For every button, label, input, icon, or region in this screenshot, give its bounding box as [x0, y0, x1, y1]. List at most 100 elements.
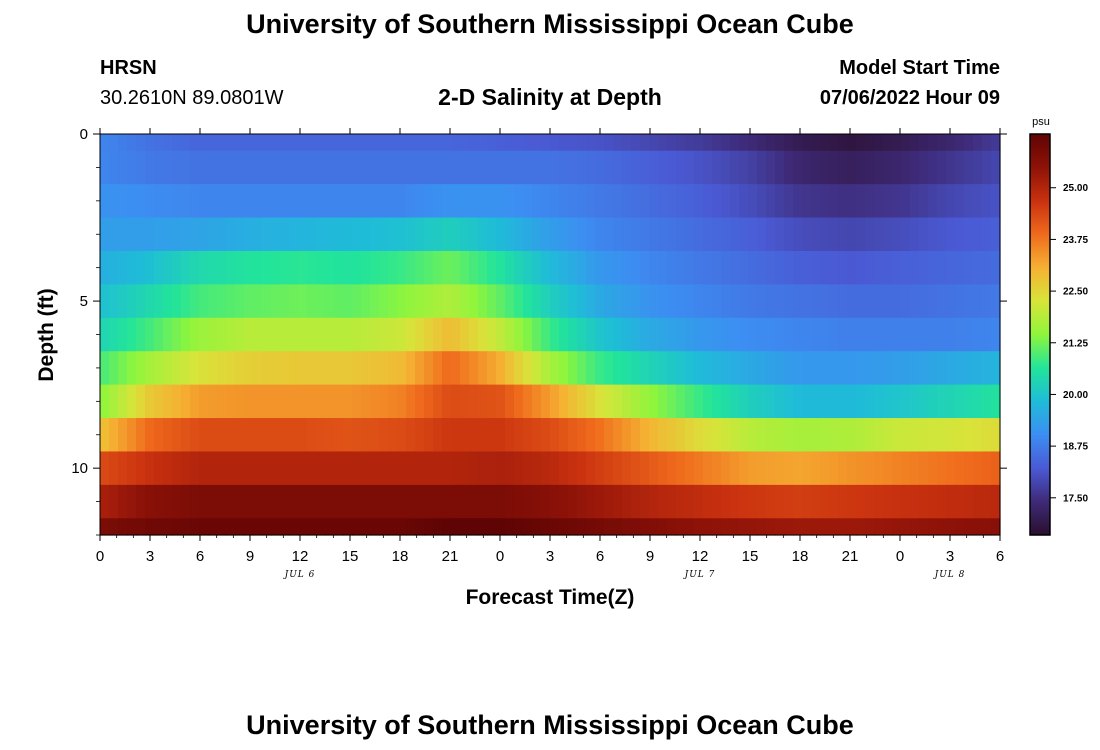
heatmap-cell: [451, 284, 461, 319]
heatmap-cell: [262, 317, 272, 352]
heatmap-cell: [676, 250, 686, 285]
heatmap-cell: [739, 250, 749, 285]
heatmap-cell: [487, 518, 497, 536]
heatmap-cell: [874, 317, 884, 352]
heatmap-cell: [685, 150, 695, 185]
heatmap-cell: [487, 184, 497, 219]
heatmap-cell: [712, 317, 722, 352]
heatmap-cell: [433, 317, 443, 352]
heatmap-cell: [154, 384, 164, 419]
heatmap-cell: [757, 484, 767, 519]
heatmap-cell: [964, 134, 974, 152]
heatmap-cell: [559, 150, 569, 185]
heatmap-cell: [820, 484, 830, 519]
heatmap-cell: [316, 418, 326, 453]
heatmap-cell: [928, 351, 938, 386]
heatmap-cell: [298, 184, 308, 219]
heatmap-cell: [559, 284, 569, 319]
heatmap-cell: [802, 484, 812, 519]
heatmap-cell: [262, 134, 272, 152]
heatmap-cell: [730, 384, 740, 419]
heatmap-cell: [847, 184, 857, 219]
heatmap-cell: [595, 217, 605, 252]
heatmap-cell: [712, 150, 722, 185]
heatmap-cell: [253, 250, 263, 285]
heatmap-cell: [325, 484, 335, 519]
heatmap-cell: [667, 518, 677, 536]
heatmap-cell: [172, 134, 182, 152]
heatmap-cell: [595, 351, 605, 386]
heatmap-cell: [721, 184, 731, 219]
heatmap-cell: [469, 518, 479, 536]
heatmap-cell: [199, 150, 209, 185]
heatmap-cell: [649, 184, 659, 219]
heatmap-cell: [253, 384, 263, 419]
heatmap-cell: [532, 217, 542, 252]
heatmap-cell: [757, 418, 767, 453]
heatmap-cell: [244, 484, 254, 519]
x-tick-label: 21: [442, 548, 459, 565]
heatmap-cell: [613, 184, 623, 219]
heatmap-cell: [145, 284, 155, 319]
heatmap-cell: [253, 184, 263, 219]
heatmap-cell: [919, 351, 929, 386]
heatmap-cell: [172, 384, 182, 419]
heatmap-cell: [667, 451, 677, 486]
heatmap-cell: [217, 150, 227, 185]
heatmap-cell: [793, 518, 803, 536]
heatmap-cell: [181, 384, 191, 419]
heatmap-cell: [739, 284, 749, 319]
heatmap-cell: [559, 217, 569, 252]
heatmap-cell: [343, 184, 353, 219]
heatmap-cell: [235, 250, 245, 285]
heatmap-cell: [865, 384, 875, 419]
heatmap-cell: [568, 184, 578, 219]
heatmap-cell: [937, 384, 947, 419]
heatmap-cell: [748, 217, 758, 252]
heatmap-cell: [730, 351, 740, 386]
heatmap-cell: [748, 284, 758, 319]
heatmap-cell: [622, 484, 632, 519]
heatmap-cell: [262, 418, 272, 453]
heatmap-cell: [685, 284, 695, 319]
heatmap-cell: [442, 384, 452, 419]
heatmap-cell: [154, 150, 164, 185]
heatmap-cell: [883, 134, 893, 152]
heatmap-cell: [838, 317, 848, 352]
heatmap-cell: [955, 451, 965, 486]
heatmap-cell: [865, 451, 875, 486]
x-axis-title: Forecast Time(Z): [466, 586, 635, 609]
heatmap-cell: [406, 184, 416, 219]
heatmap-cell: [280, 351, 290, 386]
chart-axes: 0 3 6 9 12 15 18 21 0 3 6 9 12 15 18 21 0 3 6 JUL 6 JUL 7 JUL…: [71, 126, 1007, 580]
heatmap-cell: [325, 184, 335, 219]
heatmap-cell: [559, 134, 569, 152]
heatmap-cell: [640, 384, 650, 419]
heatmap-cell: [451, 150, 461, 185]
heatmap-cell: [712, 217, 722, 252]
heatmap-cell: [298, 150, 308, 185]
heatmap-cell: [460, 518, 470, 536]
heatmap-cell: [352, 134, 362, 152]
heatmap-cell: [379, 150, 389, 185]
heatmap-cell: [982, 317, 992, 352]
heatmap-cell: [379, 451, 389, 486]
heatmap-cell: [127, 317, 137, 352]
heatmap-cell: [298, 250, 308, 285]
heatmap-cell: [469, 317, 479, 352]
heatmap-cell: [532, 518, 542, 536]
heatmap-cell: [784, 134, 794, 152]
heatmap-cell: [316, 351, 326, 386]
heatmap-cell: [226, 184, 236, 219]
heatmap-cell: [577, 451, 587, 486]
heatmap-cell: [370, 184, 380, 219]
heatmap-cell: [622, 418, 632, 453]
heatmap-cell: [856, 134, 866, 152]
heatmap-cell: [667, 418, 677, 453]
heatmap-cell: [766, 351, 776, 386]
heatmap-cell: [622, 351, 632, 386]
heatmap-cell: [595, 317, 605, 352]
heatmap-cell: [505, 384, 515, 419]
heatmap-cell: [775, 418, 785, 453]
heatmap-cell: [586, 518, 596, 536]
